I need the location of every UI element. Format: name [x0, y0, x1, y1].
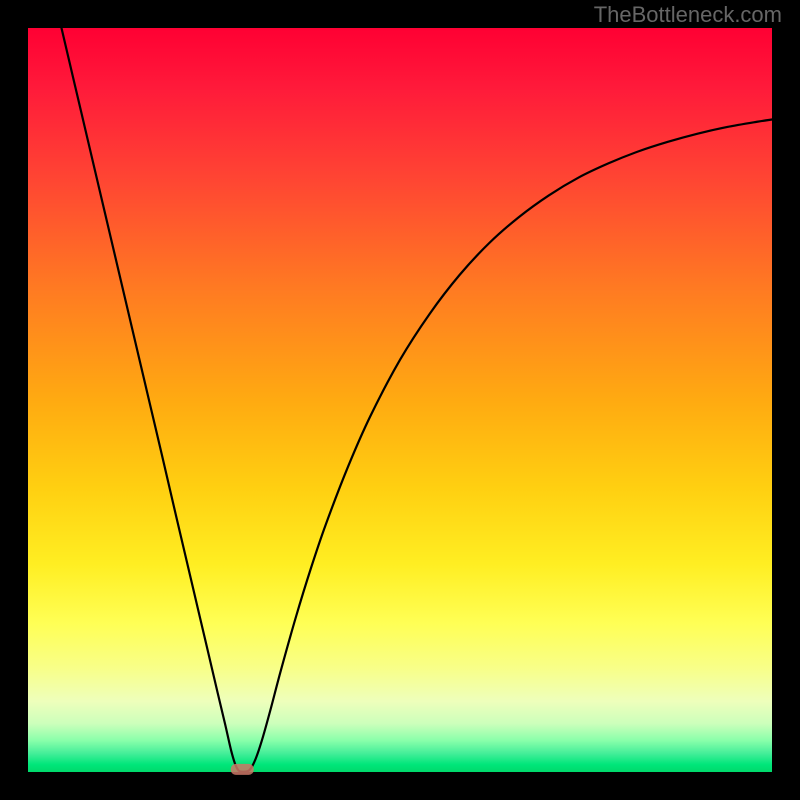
- plot-background: [28, 28, 772, 772]
- chart-container: TheBottleneck.com: [0, 0, 800, 800]
- bottleneck-chart: [0, 0, 800, 800]
- minimum-marker: [231, 764, 254, 775]
- watermark-text: TheBottleneck.com: [594, 2, 782, 28]
